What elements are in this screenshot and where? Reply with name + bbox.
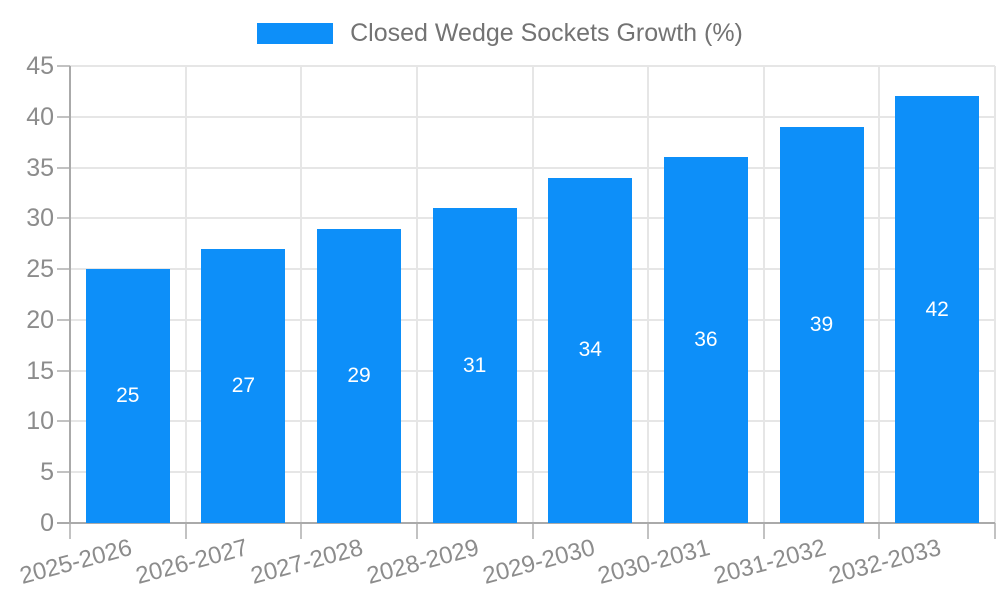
bar-value-label: 27 (231, 373, 256, 397)
x-gridline (531, 66, 534, 523)
bar-value-label: 25 (116, 384, 140, 408)
y-tick-label: 35 (26, 153, 54, 182)
bar-2028-2029[interactable]: 31 (432, 208, 517, 523)
bar-value-label: 34 (578, 338, 602, 362)
y-tick-label: 0 (40, 509, 54, 537)
bar-value-label: 42 (925, 297, 949, 321)
x-tick-mark (878, 523, 881, 539)
y-tick-label: 10 (26, 407, 54, 436)
x-tick-mark (184, 523, 187, 539)
x-tick-mark (531, 523, 534, 539)
bar-2029-2030[interactable]: 34 (548, 177, 633, 523)
y-tick-mark (57, 420, 70, 423)
bar-value-label: 31 (463, 353, 487, 377)
bar-value-label: 29 (347, 363, 371, 387)
x-tick-mark (994, 523, 996, 539)
y-tick-mark (57, 115, 70, 118)
x-tick-label: 2030-2031 (595, 534, 713, 590)
x-tick-mark (69, 523, 71, 539)
x-tick-mark (415, 523, 418, 539)
y-tick-label: 5 (40, 458, 54, 487)
x-tick-mark (762, 523, 765, 539)
y-tick-mark (57, 65, 70, 67)
y-tick-mark (57, 471, 70, 474)
y-tick-label: 15 (26, 356, 54, 385)
x-tick-label: 2031-2032 (710, 534, 829, 590)
x-tick-label: 2032-2033 (826, 534, 945, 590)
y-tick-mark (57, 318, 70, 321)
legend-swatch-icon (257, 22, 334, 44)
plot-area: 0 5 10 15 20 25 30 35 40 45 25 27 29 31 34 36 39 42 2025-2… (17, 52, 996, 590)
bar-2032-2033[interactable]: 42 (895, 96, 980, 523)
x-axis-line (57, 522, 995, 524)
x-tick-mark (300, 523, 303, 539)
y-tick-mark (57, 268, 70, 271)
x-tick-label: 2028-2029 (363, 534, 482, 590)
x-gridline (762, 66, 765, 523)
x-tick-label: 2026-2027 (132, 534, 251, 590)
y-tick-label: 20 (26, 305, 54, 334)
x-tick-mark (647, 523, 650, 539)
y-tick-mark (57, 166, 70, 169)
x-gridline (300, 66, 303, 523)
bar-value-label: 36 (694, 328, 718, 352)
y-tick-label: 40 (26, 102, 54, 131)
x-tick-label: 2029-2030 (479, 534, 598, 590)
bar-2027-2028[interactable]: 29 (317, 228, 402, 523)
x-tick-label: 2025-2026 (16, 534, 135, 590)
bar-2031-2032[interactable]: 39 (779, 126, 864, 523)
x-tick-label: 2027-2028 (248, 534, 367, 590)
y-tick-label: 30 (26, 204, 54, 233)
bar-2030-2031[interactable]: 36 (663, 157, 748, 523)
x-gridline (878, 66, 881, 523)
bar-2025-2026[interactable]: 25 (85, 269, 170, 523)
y-tick-mark (57, 369, 70, 372)
x-gridline (184, 66, 187, 523)
y-tick-mark (57, 217, 70, 220)
x-gridline (994, 66, 996, 523)
x-gridline (647, 66, 650, 523)
legend-label: Closed Wedge Sockets Growth (%) (350, 18, 743, 47)
y-tick-label: 45 (26, 52, 54, 80)
bar-value-label: 39 (809, 312, 834, 336)
x-gridline (415, 66, 418, 523)
chart-legend[interactable]: Closed Wedge Sockets Growth (%) (0, 17, 1000, 49)
bar-2026-2027[interactable]: 27 (201, 248, 286, 523)
y-axis-line (69, 66, 71, 523)
y-tick-label: 25 (26, 255, 54, 284)
